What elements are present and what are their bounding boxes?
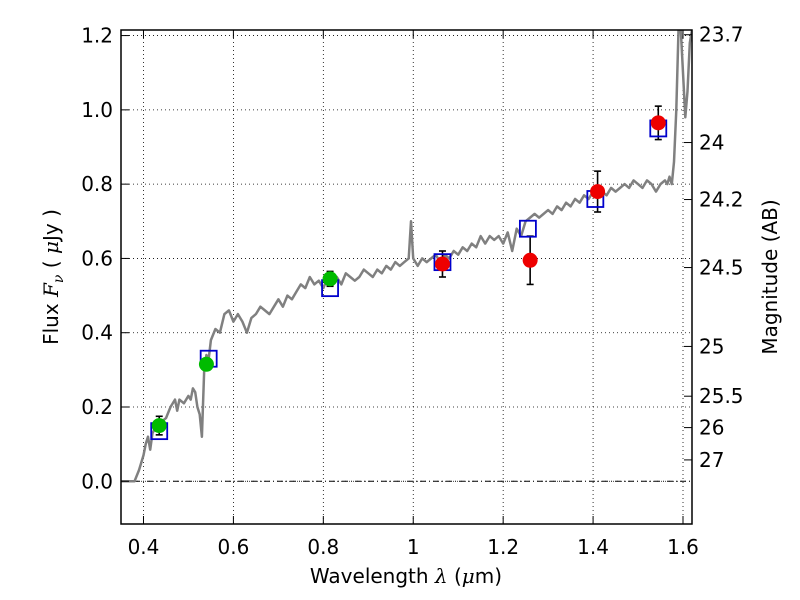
x-tick-label: 1.2 bbox=[487, 535, 519, 559]
model-sed-line bbox=[121, 30, 692, 483]
observed-point bbox=[322, 271, 338, 287]
y2-axis-label: Magnitude (AB) bbox=[758, 199, 782, 354]
x-tick-label: 0.8 bbox=[307, 535, 339, 559]
observed-point bbox=[151, 418, 167, 434]
x-tick-label: 0.6 bbox=[217, 535, 249, 559]
y-tick-label: 0.4 bbox=[81, 321, 113, 345]
tick-labels: 0.4 0.6 0.8 1 1.2 1.4 1.6 0.0 0.2 0.4 0.6 0.8 1.0 1.2… bbox=[81, 23, 743, 559]
y-tick-label: 0.6 bbox=[81, 246, 113, 270]
y-tick-label: 0.0 bbox=[81, 469, 113, 493]
y-tick-label: 0.8 bbox=[81, 172, 113, 196]
observed-point bbox=[522, 252, 538, 268]
error-bars bbox=[155, 105, 662, 436]
observed-point bbox=[590, 184, 606, 200]
y-tick-label: 1.2 bbox=[81, 24, 113, 48]
observed-point bbox=[198, 356, 214, 372]
mag-tick-label: 24.2 bbox=[699, 188, 744, 212]
mag-tick-label: 25 bbox=[699, 334, 724, 358]
observed-point bbox=[650, 115, 666, 131]
axes-ticks bbox=[121, 30, 692, 524]
y-axis-label: Flux Fν ( μJy ) bbox=[39, 209, 67, 345]
grid bbox=[121, 30, 692, 524]
y-tick-label: 0.2 bbox=[81, 395, 113, 419]
observed-point bbox=[434, 256, 450, 272]
x-tick-label: 1.6 bbox=[667, 535, 699, 559]
mag-tick-label: 27 bbox=[699, 448, 724, 472]
model-photometry-square bbox=[518, 219, 537, 238]
y-tick-label: 1.0 bbox=[81, 98, 113, 122]
markers bbox=[150, 115, 668, 441]
mag-tick-label: 24 bbox=[699, 131, 724, 155]
mag-tick-label: 24.5 bbox=[699, 256, 744, 280]
mag-tick-label: 23.7 bbox=[699, 23, 744, 47]
x-axis-label: Wavelength λ (μm) bbox=[310, 564, 502, 588]
mag-tick-label: 26 bbox=[699, 416, 724, 440]
x-tick-label: 1 bbox=[407, 535, 420, 559]
plot-area bbox=[121, 30, 692, 483]
mag-tick-label: 25.5 bbox=[699, 384, 744, 408]
x-tick-label: 0.4 bbox=[128, 535, 160, 559]
x-tick-label: 1.4 bbox=[577, 535, 609, 559]
plot-frame bbox=[120, 29, 693, 525]
